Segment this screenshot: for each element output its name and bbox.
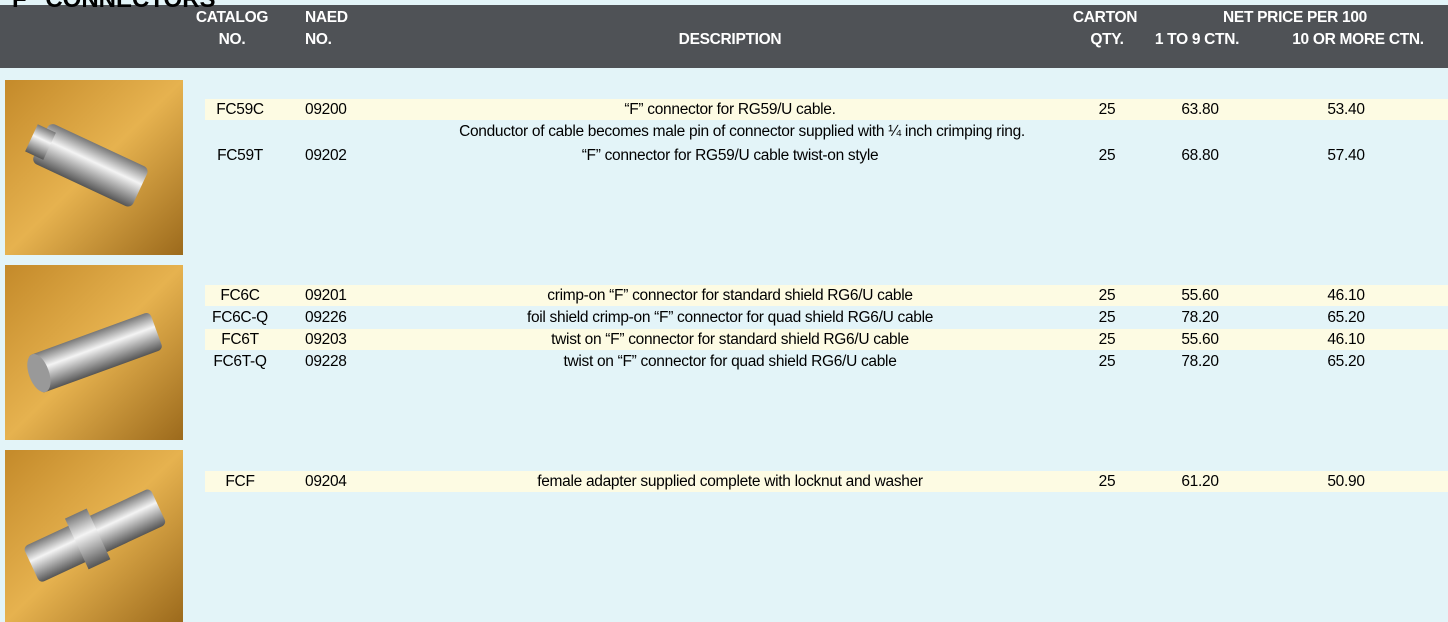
carton-qty: 25 (1098, 473, 1116, 490)
carton-qty: 25 (1098, 101, 1116, 118)
carton-qty: 25 (1098, 331, 1116, 348)
price: 78.20 (1181, 309, 1219, 326)
product-image (5, 265, 183, 440)
price: 50.90 (1327, 473, 1365, 490)
description: twist on “F” connector for quad shield R… (563, 353, 897, 370)
naed-no: 09203 (305, 331, 347, 348)
naed-no: 09226 (305, 309, 347, 326)
price: 78.20 (1181, 353, 1219, 370)
price: 46.10 (1327, 331, 1365, 348)
price: 55.60 (1181, 331, 1219, 348)
price: 63.80 (1181, 101, 1219, 118)
header-label: CATALOG (195, 9, 269, 26)
title: “F” CONNECTORS (0, 0, 216, 14)
header-label: 10 OR MORE CTN. (1292, 31, 1424, 48)
carton-qty: 25 (1098, 147, 1116, 164)
catalog-no: FC59T (217, 147, 263, 164)
description: “F” connector for RG59/U cable twist-on … (581, 147, 879, 164)
carton-qty: 25 (1098, 309, 1116, 326)
catalog-no: FC59C (216, 101, 264, 118)
naed-no: 09200 (305, 101, 347, 118)
description: crimp-on “F” connector for standard shie… (547, 287, 913, 304)
description: “F” connector for RG59/U cable. (624, 101, 836, 118)
header-label: CARTON (1072, 9, 1138, 26)
catalog-no: FC6T (221, 331, 259, 348)
row-highlight (205, 329, 1448, 350)
header-bar (0, 5, 1448, 68)
header-label: NAED (305, 9, 348, 26)
description: female adapter supplied complete with lo… (537, 473, 923, 490)
price: 46.10 (1327, 287, 1365, 304)
row-highlight (205, 99, 1448, 120)
price: 68.80 (1181, 147, 1219, 164)
price: 53.40 (1327, 101, 1365, 118)
naed-no: 09202 (305, 147, 347, 164)
price: 61.20 (1181, 473, 1219, 490)
naed-no: 09228 (305, 353, 347, 370)
price: 55.60 (1181, 287, 1219, 304)
header-label: NET PRICE PER 100 (1223, 9, 1367, 26)
catalog-no: FCF (225, 473, 255, 490)
product-image (5, 450, 183, 622)
header-label: 1 TO 9 CTN. (1154, 31, 1240, 48)
product-image (5, 80, 183, 255)
price: 65.20 (1327, 353, 1365, 370)
header-label: NO. (218, 31, 246, 48)
description-note: Conductor of cable becomes male pin of c… (459, 123, 1025, 140)
header-label: NO. (305, 31, 332, 48)
catalog-no: FC6C-Q (212, 309, 268, 326)
carton-qty: 25 (1098, 353, 1116, 370)
description: foil shield crimp-on “F” connector for q… (526, 309, 934, 326)
carton-qty: 25 (1098, 287, 1116, 304)
catalog-no: FC6T-Q (213, 353, 267, 370)
naed-no: 09201 (305, 287, 347, 304)
header-label: DESCRIPTION (678, 31, 782, 48)
naed-no: 09204 (305, 473, 347, 490)
description: twist on “F” connector for standard shie… (551, 331, 909, 348)
price: 57.40 (1327, 147, 1365, 164)
price: 65.20 (1327, 309, 1365, 326)
catalog-no: FC6C (220, 287, 260, 304)
row-highlight (205, 285, 1448, 306)
header-label: QTY. (1090, 31, 1124, 48)
row-highlight (205, 471, 1448, 492)
